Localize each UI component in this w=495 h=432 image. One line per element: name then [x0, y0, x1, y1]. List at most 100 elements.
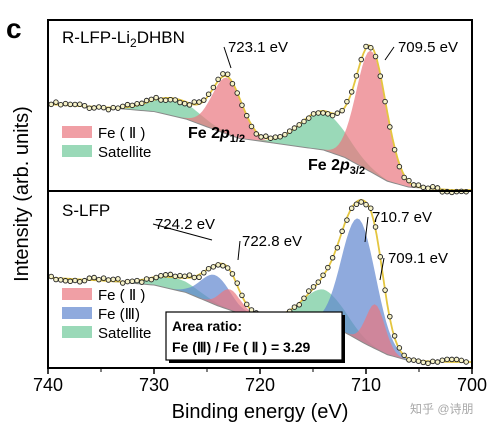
data-point	[77, 279, 83, 285]
data-point	[363, 43, 369, 50]
data-point	[229, 271, 236, 277]
data-point	[420, 184, 426, 191]
data-point	[229, 80, 236, 87]
x-tick-label-730: 730	[139, 375, 169, 395]
peak-fill-fe2-722.8	[187, 289, 273, 318]
x-tick-label-720: 720	[245, 375, 275, 395]
data-point	[124, 278, 131, 285]
x-tick-label-740: 740	[33, 375, 63, 395]
data-point	[430, 358, 436, 365]
data-point	[306, 115, 312, 121]
data-point	[224, 265, 231, 271]
data-point	[153, 94, 159, 101]
annotation-line-2: Fe (Ⅲ) / Fe ( Ⅱ ) = 3.29	[172, 339, 311, 355]
data-point	[162, 97, 169, 103]
data-point	[186, 102, 193, 108]
legend: Fe ( Ⅱ ) Satellite	[62, 125, 151, 161]
data-point	[148, 276, 155, 283]
data-point	[72, 101, 78, 108]
data-point	[100, 104, 107, 111]
data-point	[310, 284, 317, 290]
data-point	[205, 91, 212, 97]
data-point	[353, 201, 360, 207]
legend-label-satellite: Satellite	[98, 144, 151, 161]
data-point	[77, 101, 83, 108]
data-point	[320, 272, 326, 278]
data-point	[139, 100, 145, 107]
legend-swatch-fe2	[62, 288, 92, 300]
panels: R-LFP-Li2DHBN Fe ( Ⅱ ) Satellite Fe 2p1/2 Fe…	[47, 28, 472, 367]
data-point	[301, 118, 307, 125]
data-point	[196, 99, 202, 105]
data-point	[372, 224, 379, 230]
panel-s-lfp: S-LFP Fe ( Ⅱ ) Fe (Ⅲ) Satellite 724.2 eV 722.…	[47, 199, 472, 367]
peak-label-7231: 723.1 eV	[228, 39, 288, 56]
data-point	[191, 274, 198, 281]
data-point	[315, 279, 322, 285]
data-point	[329, 255, 336, 261]
data-point	[153, 274, 159, 281]
data-point	[172, 97, 178, 103]
data-point	[401, 352, 407, 359]
data-point	[215, 262, 221, 268]
data-point	[53, 276, 59, 283]
data-point	[315, 110, 322, 116]
peak-fill-fe2-723.1	[167, 77, 287, 145]
data-point	[81, 102, 88, 109]
data-point	[339, 228, 345, 235]
data-point	[434, 185, 441, 191]
data-point	[272, 134, 279, 140]
data-point	[167, 271, 174, 278]
data-point	[129, 102, 136, 109]
data-point	[382, 287, 388, 293]
data-point	[239, 292, 245, 299]
data-point	[310, 111, 317, 117]
data-point	[410, 357, 417, 363]
peak-label-7095: 709.5 eV	[398, 39, 458, 56]
legend-label-satellite: Satellite	[98, 325, 151, 342]
data-point	[177, 272, 183, 279]
data-point	[334, 110, 341, 116]
peak-label-7107: 710.7 eV	[372, 209, 432, 226]
panel-letter: c	[6, 13, 22, 44]
data-point	[48, 101, 54, 108]
peak-label-7091: 709.1 eV	[388, 250, 448, 267]
data-point	[57, 277, 64, 283]
data-point	[401, 174, 407, 181]
data-point	[406, 177, 412, 184]
data-point	[248, 123, 255, 130]
data-point	[344, 98, 350, 105]
data-point	[387, 313, 393, 320]
data-point	[286, 128, 293, 134]
data-point	[291, 304, 298, 310]
data-point	[201, 97, 207, 103]
peak-leader-line	[379, 257, 385, 281]
annotation-box	[165, 311, 343, 361]
data-point	[444, 356, 450, 363]
data-point	[110, 276, 116, 283]
data-point	[382, 98, 388, 105]
peak-fill-fe3-710.7	[290, 218, 427, 362]
data-point	[301, 295, 307, 301]
data-point	[334, 244, 341, 251]
data-point	[196, 274, 202, 281]
data-point	[91, 274, 97, 281]
data-point	[368, 44, 374, 51]
envelope-line	[47, 44, 472, 191]
data-point	[67, 278, 74, 285]
data-point	[143, 276, 150, 282]
data-point	[387, 124, 393, 130]
data-point	[406, 357, 412, 363]
panel-title: S-LFP	[62, 201, 110, 220]
data-point	[348, 205, 355, 212]
data-point	[434, 359, 441, 365]
data-point	[348, 89, 355, 95]
data-point	[119, 103, 126, 110]
data-point	[134, 101, 140, 107]
data-point	[62, 100, 69, 107]
region-label-fe2p32: Fe 2p3/2	[308, 157, 365, 177]
data-point	[282, 131, 288, 138]
legend-label-fe2: Fe ( Ⅱ )	[98, 287, 145, 304]
data-point	[243, 301, 250, 308]
